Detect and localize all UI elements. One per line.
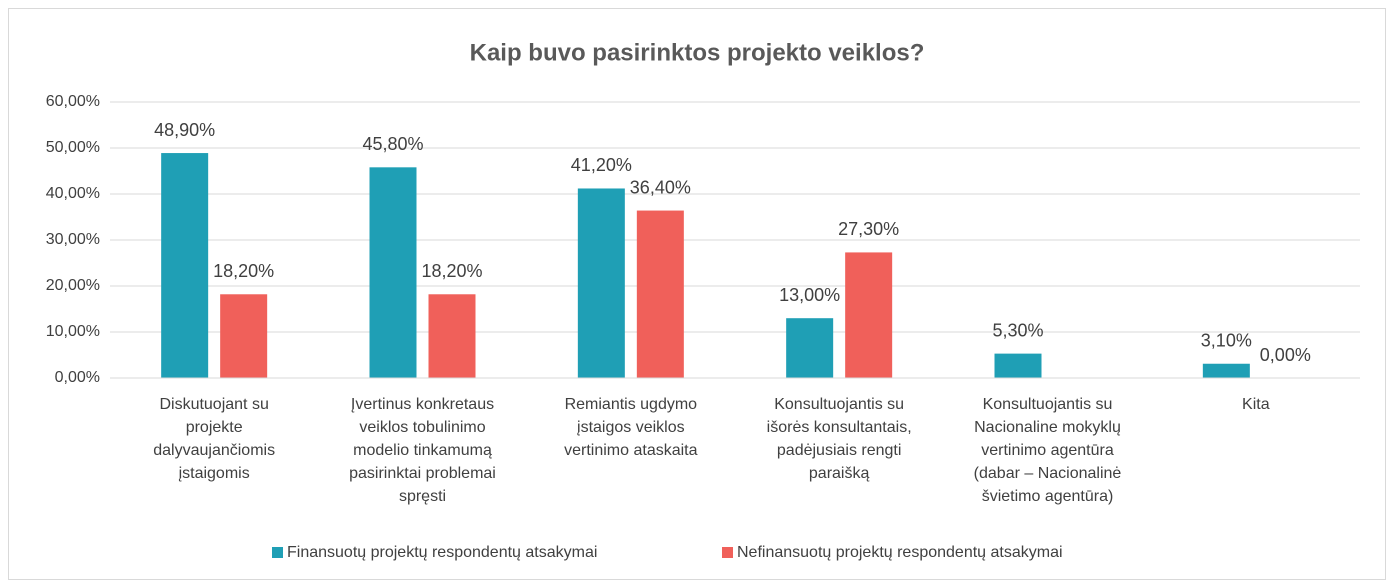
legend-swatch [272, 547, 283, 558]
data-label: 41,20% [571, 155, 632, 175]
bar [428, 294, 476, 378]
data-label: 45,80% [362, 134, 423, 154]
y-tick-label: 50,00% [46, 139, 100, 156]
data-label: 13,00% [779, 285, 840, 305]
data-label: 0,00% [1260, 345, 1311, 365]
bar [577, 188, 625, 378]
bar [220, 294, 268, 378]
x-tick-label: Kita [1242, 396, 1270, 413]
legend-label: Finansuotų projektų respondentų atsakyma… [287, 544, 597, 561]
legend-swatch [722, 547, 733, 558]
x-tick-label: Diskutuojant su projekte dalyvaujančiomi… [153, 396, 276, 482]
data-label: 18,20% [213, 261, 274, 281]
x-tick-label: Konsultuojantis su Nacionaline mokyklų v… [973, 396, 1122, 505]
bar [636, 210, 684, 378]
legend-label: Nefinansuotų projektų respondentų atsaky… [737, 544, 1063, 561]
x-tick-label: Remiantis ugdymo įstaigos veiklos vertin… [564, 396, 698, 459]
y-tick-label: 60,00% [46, 93, 100, 110]
bar [1202, 363, 1250, 378]
data-label: 48,90% [154, 120, 215, 140]
data-label: 18,20% [421, 261, 482, 281]
y-tick-label: 0,00% [55, 369, 100, 386]
bar [369, 167, 417, 378]
chart-border [8, 8, 1386, 580]
y-tick-label: 30,00% [46, 231, 100, 248]
bar [845, 252, 893, 378]
x-tick-label: Konsultuojantis su išorės konsultantais,… [766, 396, 912, 482]
x-tick-label: Įvertinus konkretaus veiklos tobulinimo … [349, 396, 496, 505]
data-label: 3,10% [1201, 330, 1252, 350]
data-label: 5,30% [992, 320, 1043, 340]
y-tick-label: 10,00% [46, 323, 100, 340]
y-tick-label: 20,00% [46, 277, 100, 294]
data-label: 27,30% [838, 219, 899, 239]
data-label: 36,40% [630, 177, 691, 197]
bar [161, 153, 209, 378]
chart-title: Kaip buvo pasirinktos projekto veiklos? [470, 39, 925, 66]
bar [994, 353, 1042, 378]
y-tick-label: 40,00% [46, 185, 100, 202]
bar [786, 318, 834, 378]
